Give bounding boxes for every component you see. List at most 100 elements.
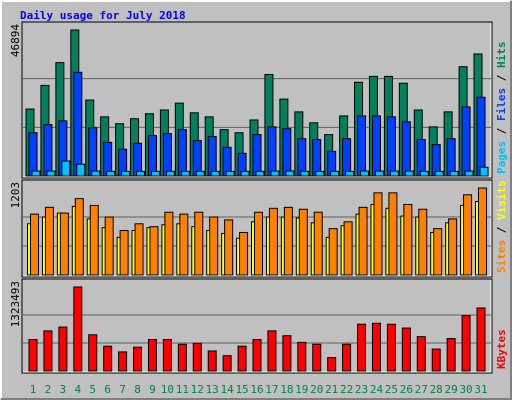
chart-title: Daily usage for July 2018: [20, 9, 186, 22]
bar: [255, 170, 265, 177]
x-tick-label: 2: [45, 383, 52, 396]
legend-entry: Files: [495, 88, 508, 121]
bar: [147, 135, 157, 177]
bar: [61, 160, 71, 177]
legend-entry: Pages: [495, 141, 508, 174]
bar: [478, 187, 487, 276]
x-tick-label: 27: [415, 383, 428, 396]
bar: [312, 139, 322, 177]
x-tick-label: 25: [385, 383, 398, 396]
x-tick-label: 16: [250, 383, 263, 396]
bar: [46, 170, 56, 177]
x-tick-label: 13: [206, 383, 219, 396]
bar: [254, 211, 263, 276]
bar: [207, 135, 217, 177]
x-tick-label: 1: [30, 383, 37, 396]
bar: [237, 345, 247, 372]
bar: [207, 350, 217, 372]
bar: [134, 223, 144, 276]
bar: [103, 345, 113, 372]
bar: [446, 338, 456, 372]
bar: [44, 206, 54, 276]
legend-separator: /: [495, 68, 508, 88]
bar: [209, 216, 219, 276]
bar: [73, 286, 83, 372]
bar: [297, 341, 307, 372]
x-tick-label: 18: [280, 383, 293, 396]
bar: [464, 170, 474, 177]
bar: [104, 216, 114, 276]
bar: [252, 339, 262, 372]
bar: [118, 351, 128, 372]
x-tick-label: 14: [221, 383, 235, 396]
bar: [285, 170, 295, 177]
legend: Sites / Visits: [495, 180, 508, 273]
bar: [386, 323, 396, 372]
bar: [282, 128, 292, 177]
bar: [431, 348, 441, 372]
bar: [343, 221, 353, 276]
bar: [195, 170, 205, 177]
bar: [147, 339, 157, 372]
bar: [121, 170, 131, 177]
bar: [479, 166, 489, 177]
x-tick-label: 12: [191, 383, 204, 396]
x-tick-label: 29: [445, 383, 458, 396]
bar: [345, 170, 355, 177]
bar: [300, 170, 310, 177]
bar: [164, 211, 174, 276]
legend-separator: /: [495, 121, 508, 141]
y-tick-label: 46894: [9, 24, 22, 57]
bar: [59, 212, 69, 276]
x-tick-label: 26: [400, 383, 413, 396]
bar: [313, 211, 323, 276]
x-tick-label: 9: [149, 383, 156, 396]
bar: [418, 208, 428, 276]
bar: [133, 346, 143, 372]
bar: [43, 124, 53, 177]
bar: [106, 170, 116, 177]
x-tick-label: 8: [134, 383, 141, 396]
bar: [180, 170, 190, 177]
bar: [192, 140, 202, 177]
bar: [30, 213, 39, 276]
bar: [416, 336, 426, 372]
bar: [403, 203, 413, 276]
bar: [389, 170, 399, 177]
bar: [312, 343, 322, 372]
bar: [150, 170, 160, 177]
x-tick-label: 5: [89, 383, 96, 396]
bar: [283, 206, 293, 276]
legend: Pages / Files / Hits: [495, 42, 508, 175]
bar: [388, 192, 398, 276]
bar: [136, 170, 146, 177]
bar: [357, 323, 367, 372]
bar: [373, 192, 383, 276]
bar: [270, 170, 280, 177]
bar: [476, 96, 486, 177]
bar: [240, 170, 250, 177]
bar: [58, 326, 68, 372]
legend-entry: Visits: [495, 180, 508, 220]
x-tick-label: 11: [176, 383, 189, 396]
bar: [404, 170, 414, 177]
bar: [162, 339, 172, 372]
legend-entry: KBytes: [495, 329, 508, 369]
bar: [448, 218, 458, 276]
bar: [327, 357, 337, 372]
bar: [416, 139, 426, 177]
bar: [419, 170, 429, 177]
bar: [449, 170, 459, 177]
x-tick-label: 10: [161, 383, 174, 396]
bar: [374, 170, 384, 177]
bar: [43, 330, 53, 372]
bar: [446, 138, 456, 177]
bar: [476, 307, 486, 372]
bar: [89, 204, 99, 276]
bar: [330, 170, 340, 177]
bar: [224, 219, 234, 276]
bar: [88, 334, 98, 372]
x-tick-label: 17: [265, 383, 278, 396]
bar: [31, 170, 41, 177]
